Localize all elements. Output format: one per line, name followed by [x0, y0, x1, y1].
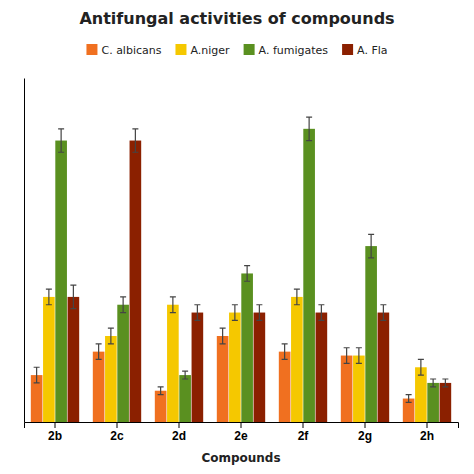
error-bar — [244, 266, 250, 282]
legend-swatch — [244, 44, 255, 55]
error-bar — [380, 305, 386, 321]
x-tick-label: 2d — [172, 429, 186, 443]
bar — [341, 356, 353, 422]
bar — [427, 383, 439, 422]
x-tick: 2d — [172, 422, 186, 443]
bar — [167, 305, 179, 422]
bar — [192, 313, 204, 422]
series — [68, 129, 452, 422]
y-axis — [24, 79, 25, 423]
x-tick: 2g — [358, 422, 372, 443]
error-bar — [442, 379, 448, 387]
bar — [254, 313, 266, 422]
error-bar — [108, 328, 114, 344]
bar — [117, 305, 129, 422]
x-tick: 2e — [234, 422, 248, 443]
error-bar — [318, 305, 324, 321]
error-bar — [430, 379, 436, 387]
chart: Antifungal activities of compounds 2b 2c 2d… — [0, 0, 474, 474]
error-bar — [120, 297, 126, 313]
bar — [303, 129, 315, 422]
legend-label: A.niger — [190, 44, 230, 57]
x-axis-title: Compounds — [201, 451, 280, 465]
legend-item: A. fumigates — [244, 44, 329, 57]
x-tick-label: 2b — [48, 429, 62, 443]
bar — [217, 336, 229, 422]
y-axis-line — [24, 79, 25, 423]
error-bar — [294, 289, 300, 305]
bar — [68, 297, 80, 422]
x-tick-label: 2c — [110, 429, 124, 443]
bar — [130, 141, 142, 422]
plot: 2b 2c 2d 2e 2f 2g 2h — [25, 79, 459, 443]
x-tick-mark — [365, 422, 366, 428]
error-bar — [96, 344, 102, 360]
x-axis: 2b 2c 2d 2e 2f 2g 2h — [25, 422, 459, 443]
error-bar — [158, 387, 164, 395]
error-bar — [220, 328, 226, 344]
error-bar — [182, 371, 188, 379]
bar — [43, 297, 55, 422]
bar — [353, 356, 365, 422]
x-tick-mark — [303, 422, 304, 428]
bar — [55, 141, 67, 422]
bar — [155, 391, 167, 422]
bar — [105, 336, 117, 422]
bar — [229, 313, 241, 422]
x-tick-mark — [241, 422, 242, 428]
x-tick-label: 2g — [358, 429, 372, 443]
bar — [93, 352, 105, 422]
x-tick: 2b — [48, 422, 62, 443]
error-bar — [256, 305, 262, 321]
error-bar — [232, 305, 238, 321]
x-tick: 2h — [420, 422, 434, 443]
legend-item: A. Fla — [342, 44, 387, 57]
bar — [440, 383, 452, 422]
x-tick-mark — [179, 422, 180, 428]
legend-label: C. albicans — [101, 44, 161, 57]
error-bar — [282, 344, 288, 360]
x-axis-line — [25, 423, 459, 429]
error-bar — [368, 234, 374, 257]
series — [55, 117, 439, 422]
error-bar — [418, 359, 424, 375]
bar — [316, 313, 328, 422]
error-bar — [344, 348, 350, 364]
x-tick: 2f — [298, 422, 310, 443]
error-bar — [46, 289, 52, 305]
x-tick-mark — [117, 422, 118, 428]
series — [31, 328, 415, 422]
x-tick-label: 2f — [298, 429, 310, 443]
error-bar — [70, 285, 76, 308]
legend-item: A.niger — [175, 44, 230, 57]
legend-label: A. fumigates — [259, 44, 329, 57]
bar — [365, 246, 377, 422]
bar — [378, 313, 390, 422]
legend-swatch — [175, 44, 186, 55]
error-bar — [132, 129, 138, 152]
x-tick: 2c — [110, 422, 124, 443]
legend-item: C. albicans — [86, 44, 161, 57]
bar — [241, 273, 253, 422]
error-bar — [194, 305, 200, 321]
marks — [31, 117, 451, 422]
bar — [279, 352, 291, 422]
bar — [179, 375, 191, 422]
legend-swatch — [86, 44, 97, 55]
error-bar — [406, 395, 412, 403]
x-tick-mark — [427, 422, 428, 428]
x-tick-label: 2e — [234, 429, 248, 443]
legend-swatch — [342, 44, 353, 55]
legend: C. albicans A.niger A. fumigates A. Fla — [86, 44, 387, 57]
legend-label: A. Fla — [357, 44, 387, 57]
bar — [291, 297, 303, 422]
error-bar — [58, 129, 64, 152]
error-bar — [306, 117, 312, 140]
error-bar — [170, 297, 176, 313]
x-tick-mark — [55, 422, 56, 428]
title: Antifungal activities of compounds — [79, 9, 394, 28]
error-bar — [34, 367, 40, 383]
x-tick-label: 2h — [420, 429, 434, 443]
error-bar — [356, 348, 362, 364]
